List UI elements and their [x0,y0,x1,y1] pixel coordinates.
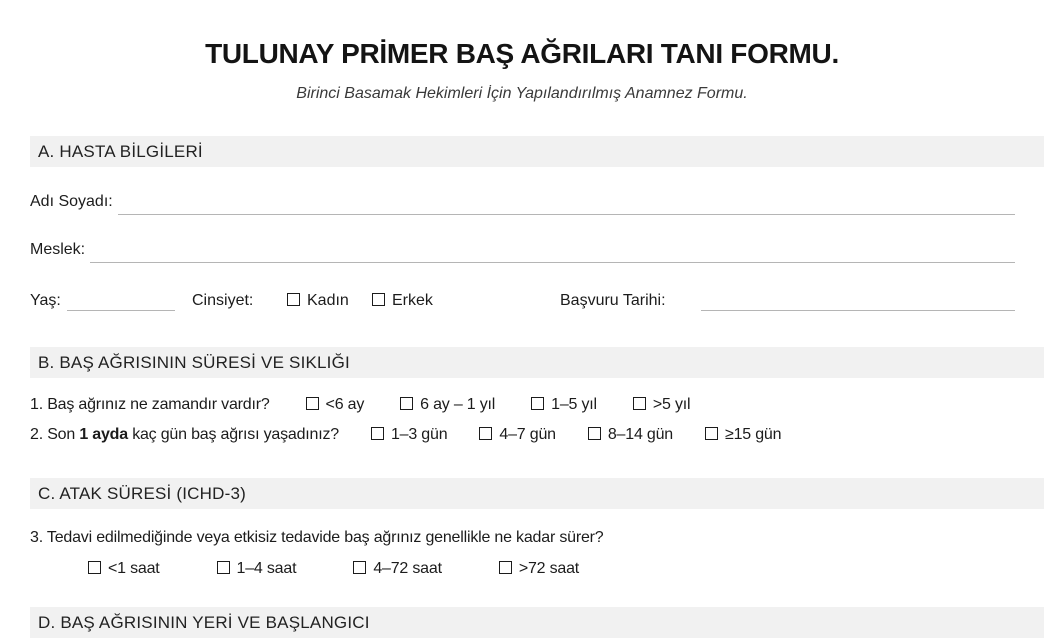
gender-label: Cinsiyet: [192,292,254,309]
checkbox-icon[interactable] [216,561,230,574]
name-row: Adı Soyadı: [30,193,1015,215]
option-q1-gt5yil[interactable]: >5 yıl [632,396,691,414]
option-label: 6 ay – 1 yıl [420,396,496,413]
checkbox-icon[interactable] [353,561,367,574]
option-q3-gt72saat[interactable]: >72 saat [498,560,580,578]
option-label: Erkek [392,292,433,309]
option-q1-6ay-1yil[interactable]: 6 ay – 1 yıl [400,396,495,414]
checkbox-icon[interactable] [370,427,384,440]
name-label: Adı Soyadı: [30,193,113,210]
option-label: <6 ay [325,396,365,413]
checkbox-icon[interactable] [587,427,601,440]
option-q1-lt6ay[interactable]: <6 ay [305,396,365,414]
age-field-line[interactable] [67,310,175,311]
question-3-options-row: <1 saat 1–4 saat 4–72 saat >72 saat [88,560,1034,580]
question-1-row: 1. Baş ağrınız ne zamandır vardır? <6 ay… [30,396,1034,416]
checkbox-icon[interactable] [305,397,319,410]
section-d-header: D. BAŞ AĞRISININ YERİ VE BAŞLANGICI [30,607,1044,638]
section-c-header: C. ATAK SÜRESİ (ICHD-3) [30,478,1044,509]
date-label: Başvuru Tarihi: [560,292,666,309]
checkbox-icon[interactable] [704,427,718,440]
age-label: Yaş: [30,292,61,309]
form-title: TULUNAY PRİMER BAŞ AĞRILARI TANI FORMU. [205,38,839,69]
checkbox-icon[interactable] [400,397,414,410]
option-q3-1-4saat[interactable]: 1–4 saat [216,560,297,578]
age-gender-date-row: Yaş: Cinsiyet: Kadın Erkek Başvuru Tarih… [30,289,1015,311]
checkbox-icon[interactable] [372,293,385,306]
name-field-line[interactable] [117,193,1015,215]
option-gender-kadin[interactable]: Kadın [287,292,349,310]
checkbox-icon[interactable] [632,397,646,410]
option-label: 1–5 yıl [551,396,597,413]
question-3-text: 3. Tedavi edilmediğinde veya etkisiz ted… [30,529,604,546]
date-field-line[interactable] [701,310,1015,311]
question-2-bold: 1 ayda [79,426,128,443]
question-2-row: 2. Son 1 ayda kaç gün baş ağrısı yaşadın… [30,426,1034,446]
checkbox-icon[interactable] [479,427,493,440]
option-label: Kadın [307,292,349,309]
option-q2-8-14gun[interactable]: 8–14 gün [587,426,673,444]
option-gender-erkek[interactable]: Erkek [372,292,433,310]
occupation-label: Meslek: [30,241,86,258]
question-1-text: 1. Baş ağrınız ne zamandır vardır? [30,396,270,413]
checkbox-icon[interactable] [531,397,545,410]
checkbox-icon[interactable] [498,561,512,574]
option-q3-lt1saat[interactable]: <1 saat [88,560,160,578]
option-q1-1-5yil[interactable]: 1–5 yıl [531,396,597,414]
option-label: 1–3 gün [390,426,448,443]
occupation-row: Meslek: [30,241,1015,263]
option-label: <1 saat [108,560,160,577]
checkbox-icon[interactable] [287,293,300,306]
section-b-header: B. BAŞ AĞRISININ SÜRESİ VE SIKLIĞI [30,347,1044,378]
question-3-row: 3. Tedavi edilmediğinde veya etkisiz ted… [30,529,1034,549]
option-label: ≥15 gün [724,426,782,443]
option-label: >5 yıl [652,396,691,413]
option-label: 1–4 saat [236,560,297,577]
option-label: >72 saat [518,560,580,577]
occupation-field-line[interactable] [90,241,1015,263]
form-subtitle: Birinci Basamak Hekimleri İçin Yapılandı… [296,85,748,102]
section-a-header: A. HASTA BİLGİLERİ [30,136,1044,167]
option-label: 4–7 gün [499,426,556,443]
option-label: 4–72 saat [373,560,442,577]
option-q3-4-72saat[interactable]: 4–72 saat [353,560,442,578]
option-label: 8–14 gün [607,426,673,443]
option-q2-4-7gun[interactable]: 4–7 gün [479,426,556,444]
question-2-text: 2. Son 1 ayda kaç gün baş ağrısı yaşadın… [30,426,339,443]
option-q2-ge15gun[interactable]: ≥15 gün [704,426,782,444]
option-q2-1-3gun[interactable]: 1–3 gün [370,426,448,444]
checkbox-icon[interactable] [88,561,101,574]
